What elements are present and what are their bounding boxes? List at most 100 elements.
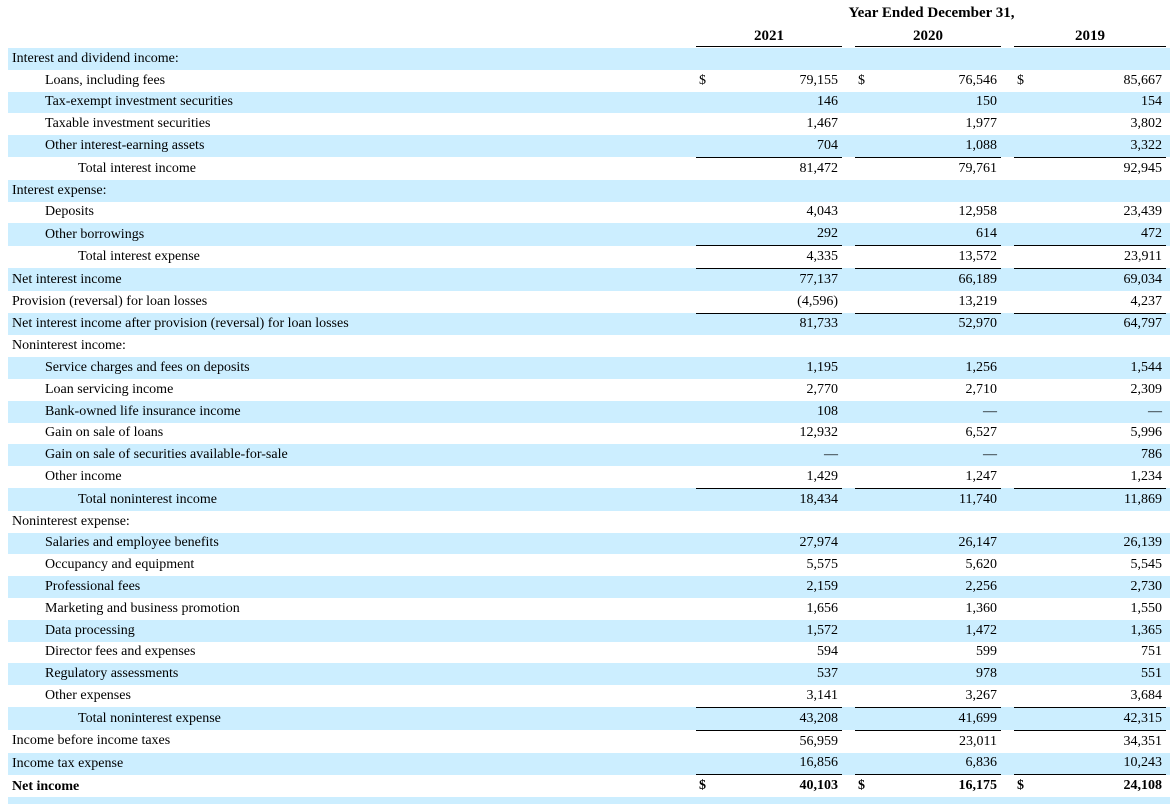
column-gap <box>1166 291 1170 313</box>
currency-symbol <box>696 91 736 114</box>
value-cell: 2,159 <box>736 576 842 598</box>
column-gap <box>1001 598 1014 620</box>
column-gap <box>842 775 855 799</box>
value-cell: 1,467 <box>806 116 839 132</box>
currency-symbol <box>696 335 736 357</box>
currency-symbol <box>1014 423 1054 445</box>
value-cell: 1,247 <box>895 466 1001 489</box>
table-header: Year Ended December 31, 2021 2020 2019 <box>0 0 1172 48</box>
value-cell: 1,550 <box>1130 600 1163 616</box>
table-row: Professional fees 2,159 2,256 2,730 <box>8 576 1170 598</box>
value-cell: 5,620 <box>965 557 998 573</box>
row-label: Taxable investment securities <box>45 116 211 132</box>
column-gap <box>1166 642 1170 664</box>
currency-symbol <box>696 135 736 158</box>
column-gap <box>1166 775 1170 799</box>
column-gap <box>1001 423 1014 445</box>
row-label: Marketing and business promotion <box>45 600 240 616</box>
year-2019-rule <box>1014 46 1166 47</box>
value-cell: 150 <box>895 91 1001 114</box>
value-cell: 2,770 <box>806 381 839 397</box>
value-cell: 2,309 <box>1130 381 1163 397</box>
table-row: Net interest income after provision (rev… <box>8 313 1170 336</box>
value-cell: 154 <box>1054 91 1166 114</box>
currency-symbol <box>1014 752 1054 776</box>
currency-symbol <box>855 245 895 269</box>
column-gap <box>1001 775 1014 799</box>
currency-symbol <box>855 357 895 379</box>
table-row: Taxable investment securities 1,467 1,977 3… <box>8 113 1170 135</box>
value-cell: 1,572 <box>736 619 842 642</box>
table-row: Other expenses 3,141 3,267 3,684 <box>8 685 1170 708</box>
column-gap <box>1166 91 1170 114</box>
table-row: Deposits 4,043 12,958 23,439 <box>8 202 1170 224</box>
column-gap <box>1166 532 1170 555</box>
value-cell: 41,699 <box>895 707 1001 731</box>
currency-symbol <box>855 379 895 401</box>
currency-symbol <box>855 223 895 247</box>
column-gap <box>842 663 855 686</box>
value-cell: 5,575 <box>806 557 839 573</box>
currency-symbol <box>696 554 736 576</box>
column-gap <box>1001 576 1014 598</box>
column-gap <box>1001 619 1014 642</box>
value-cell <box>1054 335 1166 357</box>
year-2020-heading: 2020 <box>913 28 943 44</box>
currency-symbol <box>1014 357 1054 379</box>
table-bottom-band <box>8 797 1170 804</box>
value-cell: 4,237 <box>1054 290 1166 314</box>
currency-symbol <box>696 619 736 642</box>
value-cell <box>1054 511 1166 533</box>
column-gap <box>842 488 855 511</box>
value-cell: 16,856 <box>736 752 842 776</box>
currency-symbol <box>696 313 736 336</box>
table-row: Data processing 1,572 1,472 1,365 <box>8 619 1170 642</box>
value-cell: 69,034 <box>1054 268 1166 291</box>
column-gap <box>842 444 855 467</box>
column-gap <box>842 202 855 224</box>
currency-symbol: $ <box>696 774 736 801</box>
table-row: Service charges and fees on deposits 1,19… <box>8 357 1170 379</box>
column-gap <box>1166 268 1170 291</box>
year-2021-heading: 2021 <box>754 28 784 44</box>
currency-symbol <box>1014 488 1054 511</box>
value-cell <box>736 48 842 70</box>
value-cell: 6,527 <box>965 425 998 441</box>
column-gap <box>1166 554 1170 576</box>
currency-symbol <box>696 752 736 776</box>
year-2019-heading: 2019 <box>1075 28 1105 44</box>
row-label: Gain on sale of loans <box>45 425 164 441</box>
column-gap <box>1001 48 1014 70</box>
value-cell: 11,740 <box>895 488 1001 511</box>
currency-symbol <box>696 488 736 511</box>
currency-symbol <box>1014 245 1054 269</box>
currency-symbol <box>855 685 895 708</box>
value-cell: 1,360 <box>965 600 998 616</box>
value-cell: 2,710 <box>965 381 998 397</box>
row-label: Total noninterest income <box>8 488 696 511</box>
currency-symbol <box>1014 663 1054 686</box>
currency-symbol <box>696 598 736 620</box>
currency-symbol <box>855 598 895 620</box>
column-gap <box>1001 379 1014 401</box>
column-gap <box>1166 488 1170 511</box>
currency-symbol: $ <box>699 72 706 88</box>
currency-symbol <box>1014 400 1054 423</box>
column-gap <box>1001 357 1014 379</box>
value-cell: 64,797 <box>1054 313 1166 336</box>
currency-symbol <box>855 202 895 224</box>
currency-symbol <box>1014 313 1054 336</box>
currency-symbol <box>1014 554 1054 576</box>
currency-symbol <box>855 157 895 179</box>
value-cell: 2,256 <box>895 576 1001 598</box>
value-cell: 704 <box>736 135 842 158</box>
value-cell: 56,959 <box>799 733 839 749</box>
table-row: Marketing and business promotion 1,656 1,3… <box>8 598 1170 620</box>
column-gap <box>1166 157 1170 179</box>
table-row: Net income $40,103 $16,175 $24,108 <box>8 774 1170 801</box>
currency-symbol <box>696 532 736 555</box>
table-row: Income tax expense 16,856 6,836 10,243 <box>8 752 1170 776</box>
section-header-row: Interest and dividend income: <box>8 48 1170 70</box>
column-gap <box>1166 400 1170 423</box>
column-gap <box>842 379 855 401</box>
